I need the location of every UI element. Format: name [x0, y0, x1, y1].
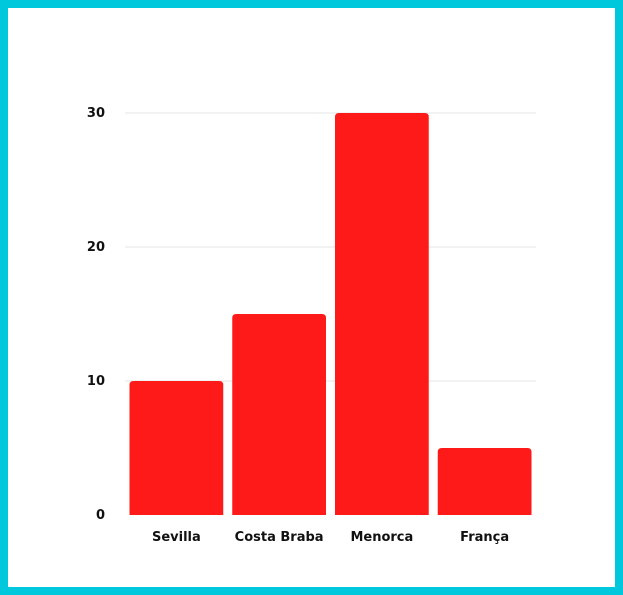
bar-sevilla	[129, 381, 224, 515]
bar-menorca	[335, 113, 429, 515]
y-tick-label: 10	[87, 374, 105, 389]
y-tick-label: 30	[87, 106, 105, 121]
bar-chart: 0 10 20 30 Sevilla Costa Braba Menorca França	[87, 106, 536, 545]
bars	[129, 113, 532, 515]
x-tick-label: Sevilla	[152, 530, 201, 545]
x-tick-label: Costa Braba	[235, 530, 324, 545]
gridlines	[125, 112, 536, 382]
x-axis: Sevilla Costa Braba Menorca França	[152, 530, 509, 545]
x-tick-label: França	[460, 530, 509, 545]
y-tick-label: 20	[87, 240, 105, 255]
x-tick-label: Menorca	[350, 530, 413, 545]
bar-costa-braba	[232, 314, 326, 515]
chart-card: 0 10 20 30 Sevilla Costa Braba Menorca França	[8, 8, 615, 587]
y-tick-label: 0	[96, 508, 105, 523]
y-axis: 0 10 20 30	[87, 106, 105, 523]
bar-fran-a	[437, 448, 532, 515]
